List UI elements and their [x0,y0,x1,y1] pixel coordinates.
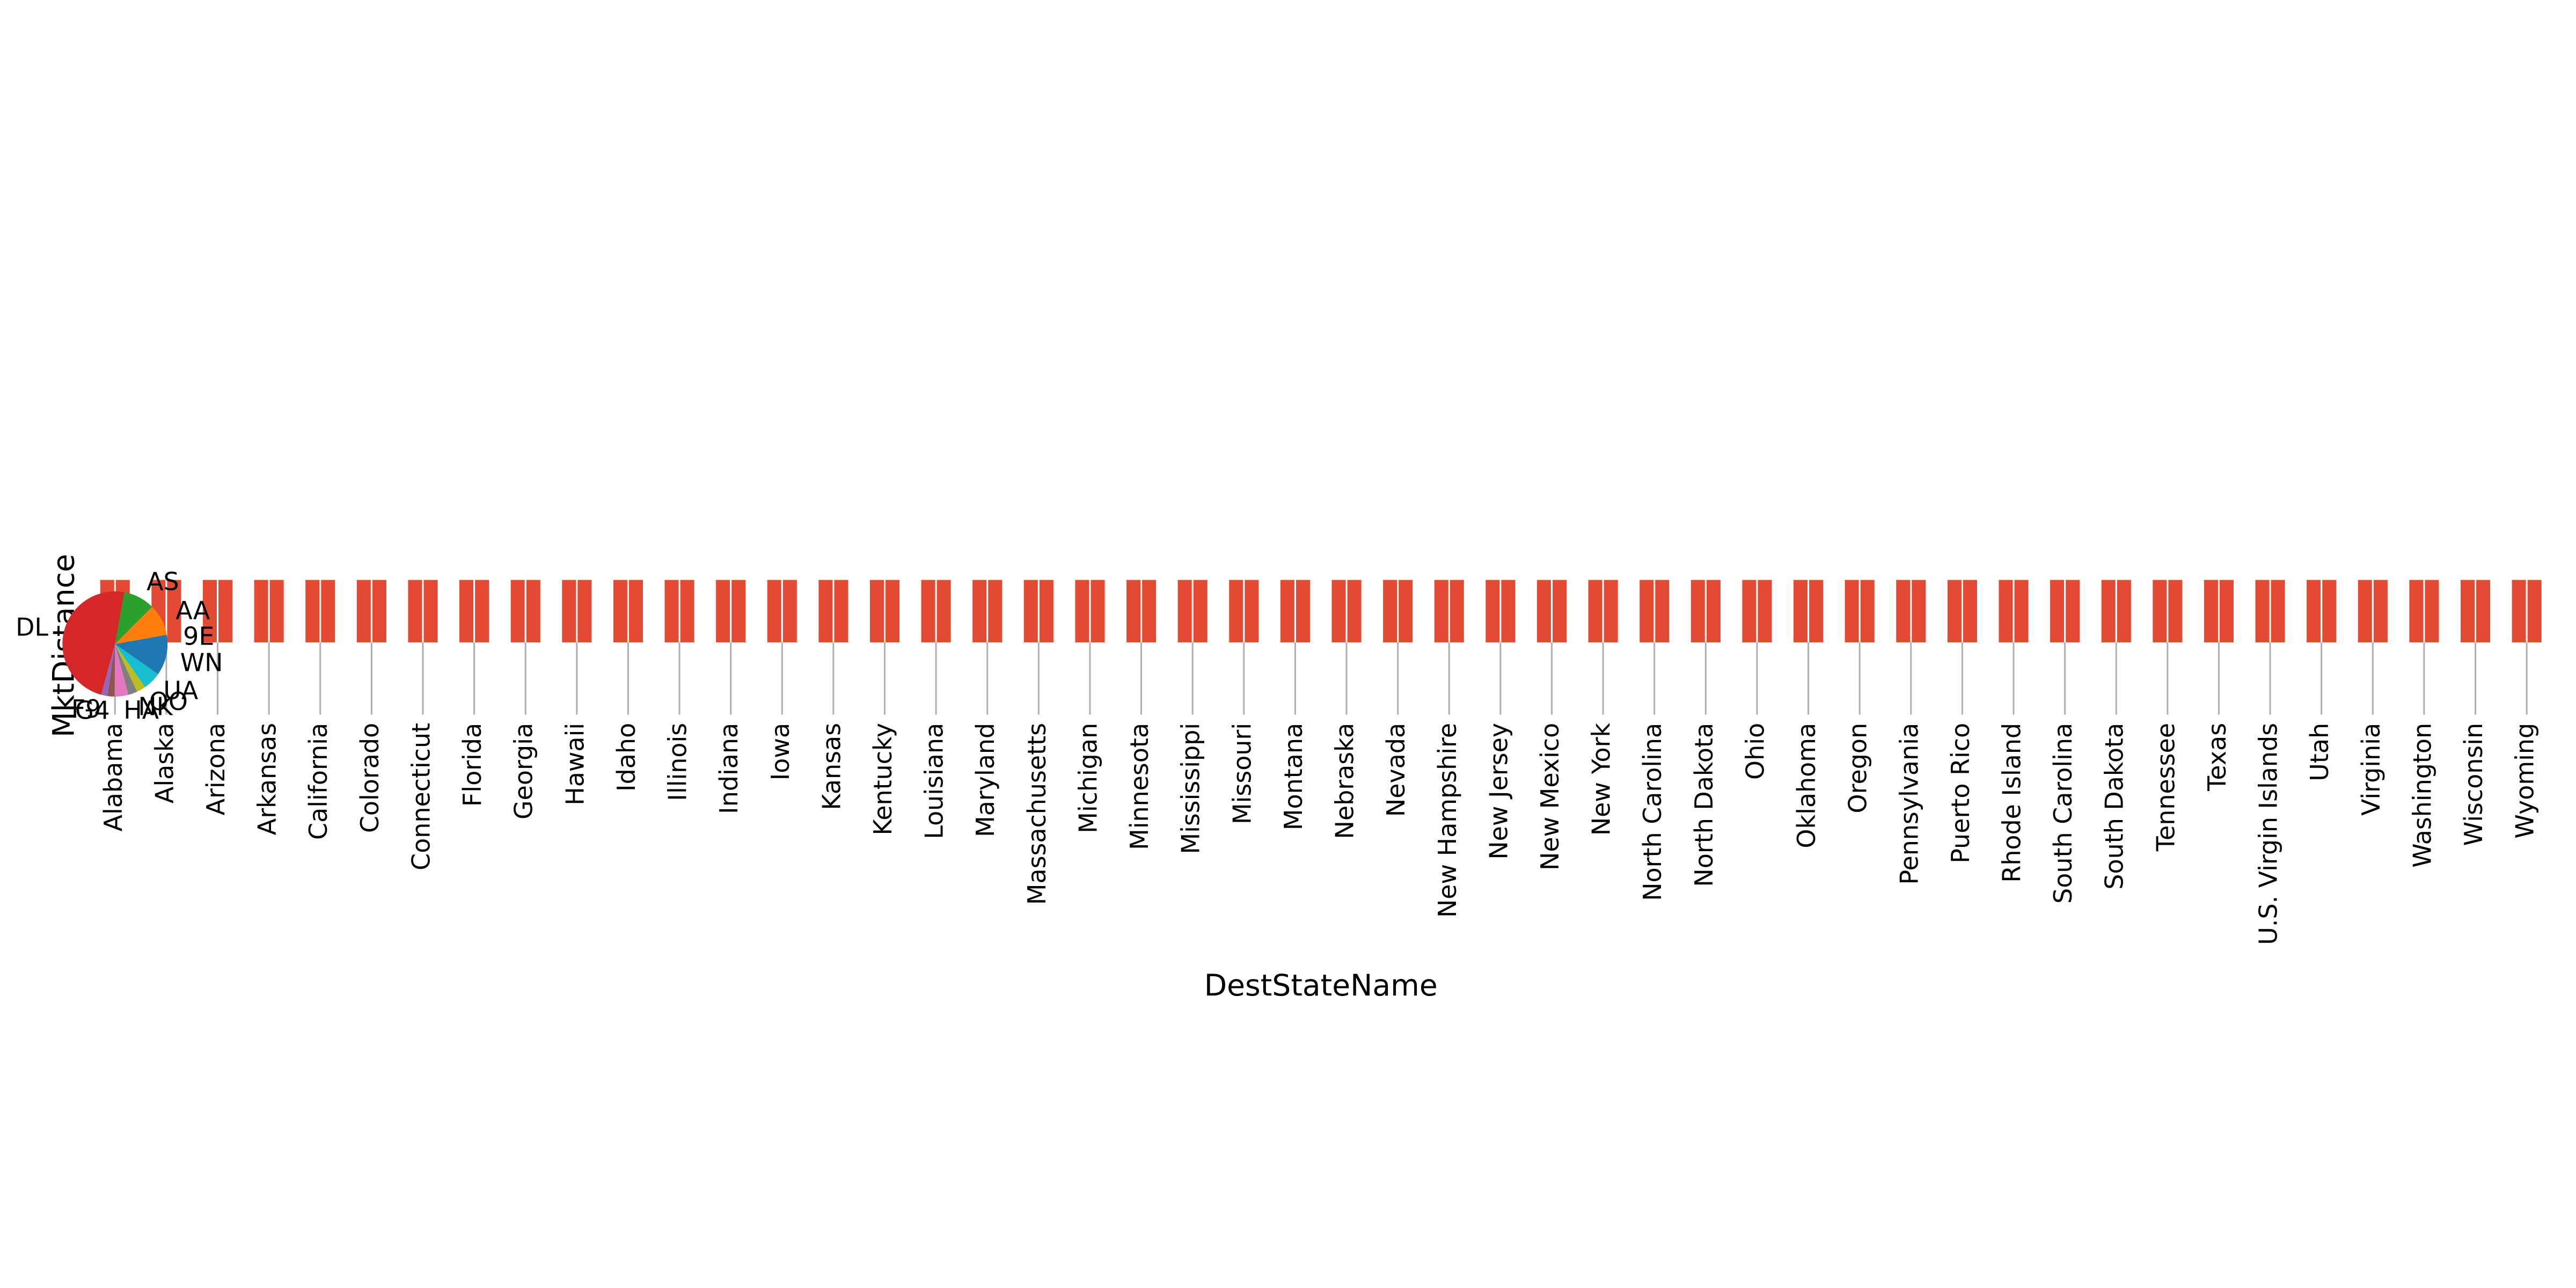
pie-label: DL [16,613,48,642]
pie-slice [115,644,137,695]
pie-slice [62,591,125,695]
x-tick-label: Iowa [766,723,795,780]
x-tick-label: Nebraska [1330,723,1359,839]
x-tick-label: Virginia [2357,723,2385,816]
x-tick-label: Oklahoma [1792,723,1821,848]
x-tick-label: Minnesota [1125,723,1154,850]
pie-slice [107,644,115,697]
x-tick-label: South Carolina [2048,723,2077,904]
x-tick-label: Utah [2305,723,2334,781]
pie-label: AS [147,567,179,596]
x-tick-label: Maryland [971,723,1000,837]
x-tick-label: Texas [2202,723,2231,792]
pie-label: NK [138,692,173,721]
x-tick-label: Alabama [99,723,128,831]
x-axis-label: DestStateName [1204,968,1438,1002]
x-tick-label: Oregon [1843,723,1872,814]
x-tick-label: Arizona [201,723,230,815]
pie-slice [115,606,167,644]
pie-label: AA [175,596,210,625]
x-tick-label: Kentucky [868,723,897,836]
x-tick-label: North Carolina [1638,723,1667,901]
pie-label: WN [180,648,223,677]
x-tick-label: Montana [1279,723,1308,830]
x-tick-label: North Dakota [1689,723,1718,887]
x-tick-label: New Hampshire [1433,723,1462,918]
pie-slice [115,644,158,687]
x-tick-label: Alaska [150,723,179,803]
x-tick-label: Missouri [1227,723,1256,824]
x-tick-label: Georgia [509,723,538,819]
x-tick-label: Wisconsin [2459,723,2488,846]
pie-slice [115,634,168,644]
pie-slice [101,644,115,696]
x-tick-label: U.S. Virgin Islands [2254,723,2283,945]
x-tick-label: Puerto Rico [1946,723,1975,863]
x-tick-label: Illinois [663,723,692,801]
x-tick-label: Colorado [355,723,384,833]
x-tick-label: Florida [458,723,487,807]
x-tick-label: Nevada [1381,723,1410,817]
pie-slice [114,644,129,697]
x-tick-label: Washington [2407,723,2436,868]
x-tick-label: Idaho [612,723,641,792]
pie-label: F9 [71,694,101,723]
x-tick-label: New Mexico [1535,723,1564,870]
pie-label: G4 [75,696,110,724]
pie-label: HA [123,696,159,724]
x-tick-label: California [304,723,333,840]
pie-label: 9E [183,621,214,650]
pie-slice [115,644,145,692]
x-tick-label: Indiana [714,723,743,814]
x-tick-label: Arkansas [253,723,282,835]
x-tick-label: Ohio [1740,723,1769,780]
x-tick-label: New Jersey [1484,723,1513,860]
x-tick-label: Connecticut [406,723,435,870]
x-tick-label: Wyoming [2511,723,2540,839]
pie-label: OO [149,687,188,716]
pie-slice [115,592,152,644]
x-tick-label: Michigan [1073,723,1102,833]
x-tick-label: Mississippi [1176,723,1205,854]
x-tick-label: Massachusetts [1022,723,1051,905]
x-tick-label: New York [1587,723,1616,836]
x-tick-label: Rhode Island [1997,723,2026,883]
x-tick-label: Louisiana [920,723,949,839]
x-tick-label: Tennessee [2151,723,2180,852]
pie-slice [115,644,168,675]
x-tick-label: Pennsylvania [1894,723,1923,885]
pie-label: UA [163,676,199,705]
x-tick-label: Kansas [817,723,846,810]
x-tick-label: Hawaii [560,723,589,806]
x-tick-label: South Dakota [2100,723,2129,890]
